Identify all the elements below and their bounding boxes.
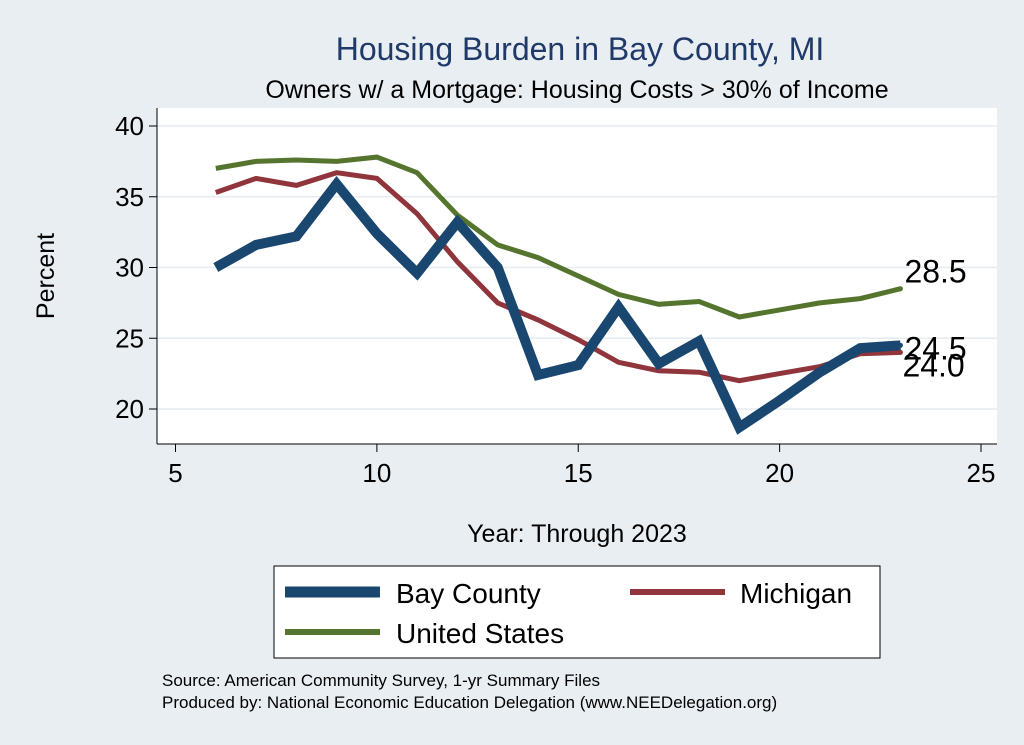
y-axis-label: Percent — [32, 233, 60, 319]
series-line-michigan — [214, 170, 901, 384]
series-line-united-states — [215, 154, 902, 320]
end-labels: 28.5 24.024.5 — [902, 254, 966, 384]
end-label-michigan: 24.0 — [902, 347, 964, 383]
y-axis-ticks: 20 25 30 35 40 — [115, 111, 157, 424]
end-label-bay-county: 24.5 — [904, 330, 966, 366]
chart-title: Housing Burden in Bay County, MI — [336, 31, 825, 67]
x-axis-label: Year: Through 2023 — [467, 520, 687, 548]
y-tick-label-40: 40 — [115, 111, 144, 141]
producer-note: Produced by: National Economic Education… — [162, 693, 777, 712]
y-tick-label-30: 30 — [115, 253, 144, 283]
end-point-bay-county — [897, 342, 903, 348]
legend-label-united-states: United States — [396, 618, 564, 649]
series-layer — [213, 154, 903, 435]
x-tick-label-25: 25 — [967, 458, 996, 488]
chart-subtitle: Owners w/ a Mortgage: Housing Costs > 30… — [265, 76, 888, 104]
source-note: Source: American Community Survey, 1-yr … — [162, 671, 600, 690]
legend-box — [273, 565, 881, 659]
end-label-united-states: 28.5 — [904, 254, 966, 290]
x-tick-label-10: 10 — [362, 458, 391, 488]
end-point-michigan — [897, 349, 903, 355]
x-tick-label-5: 5 — [168, 458, 182, 488]
legend-label-bay-county: Bay County — [396, 578, 541, 609]
y-tick-label-35: 35 — [115, 182, 144, 212]
x-tick-label-20: 20 — [765, 458, 794, 488]
x-tick-label-15: 15 — [564, 458, 593, 488]
y-tick-label-25: 25 — [115, 323, 144, 353]
end-point-united-states — [897, 286, 903, 292]
legend-label-michigan: Michigan — [740, 578, 852, 609]
y-tick-label-20: 20 — [115, 394, 144, 424]
series-line-bay-county — [213, 175, 901, 435]
x-axis-ticks: 5 10 15 20 25 — [168, 444, 995, 488]
